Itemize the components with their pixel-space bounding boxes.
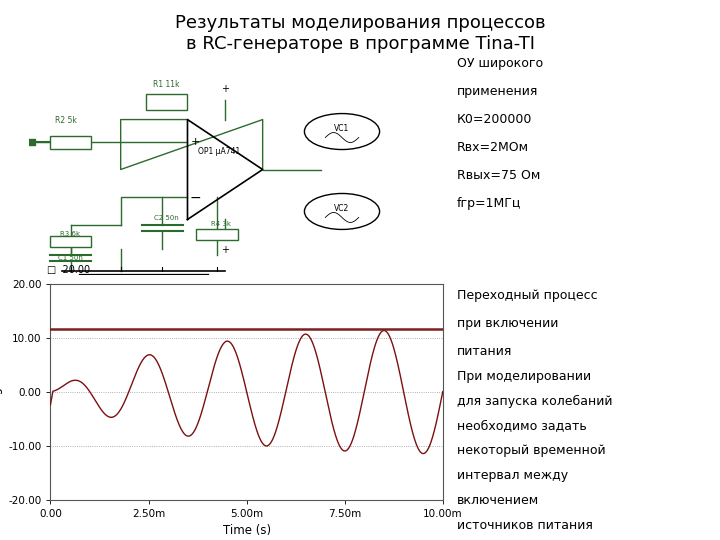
Text: □  20.00: □ 20.00 [47, 265, 90, 275]
Text: Переходный процесс: Переходный процесс [457, 289, 598, 302]
Text: OP1 μA741: OP1 μA741 [198, 147, 240, 156]
Text: необходимо задать: необходимо задать [457, 420, 587, 433]
Text: применения: применения [457, 85, 539, 98]
Text: VC2: VC2 [334, 204, 350, 213]
Text: для запуска колебаний: для запуска колебаний [457, 395, 613, 408]
Text: Результаты моделирования процессов: Результаты моделирования процессов [175, 14, 545, 31]
Text: R4 3k: R4 3k [211, 221, 231, 227]
Text: R1 11k: R1 11k [153, 79, 180, 89]
Text: C2 50n: C2 50n [154, 215, 179, 221]
Text: C1 50n: C1 50n [58, 255, 83, 261]
Text: питания: питания [457, 345, 513, 358]
Polygon shape [187, 119, 263, 219]
Text: R2 5k: R2 5k [55, 116, 77, 125]
Text: fгр=1МГц: fгр=1МГц [457, 197, 521, 210]
Text: включением: включением [457, 494, 539, 507]
Text: −: − [190, 191, 202, 205]
Text: Rвых=75 Ом: Rвых=75 Ом [457, 169, 541, 182]
Text: интервал между: интервал между [457, 469, 568, 482]
X-axis label: Time (s): Time (s) [222, 524, 271, 537]
FancyBboxPatch shape [50, 237, 91, 247]
Text: R3 6k: R3 6k [60, 232, 81, 238]
Text: VC1: VC1 [334, 124, 350, 133]
FancyBboxPatch shape [196, 230, 238, 240]
Text: источников питания: источников питания [457, 519, 593, 532]
Text: К0=200000: К0=200000 [457, 113, 533, 126]
Text: +: + [221, 84, 229, 93]
Text: +: + [191, 137, 201, 146]
Bar [24, 139, 35, 145]
Text: +: + [221, 245, 229, 255]
Text: в RC-генераторе в программе Tina-TI: в RC-генераторе в программе Tina-TI [186, 35, 534, 53]
Y-axis label: Voltage (V): Voltage (V) [0, 359, 3, 424]
Text: При моделировании: При моделировании [457, 370, 591, 383]
Text: некоторый временной: некоторый временной [457, 444, 606, 457]
Text: при включении: при включении [457, 317, 559, 330]
Text: Rвх=2МОм: Rвх=2МОм [457, 141, 529, 154]
Text: ОУ широкого: ОУ широкого [457, 57, 544, 70]
FancyBboxPatch shape [50, 136, 91, 148]
FancyBboxPatch shape [145, 93, 187, 110]
